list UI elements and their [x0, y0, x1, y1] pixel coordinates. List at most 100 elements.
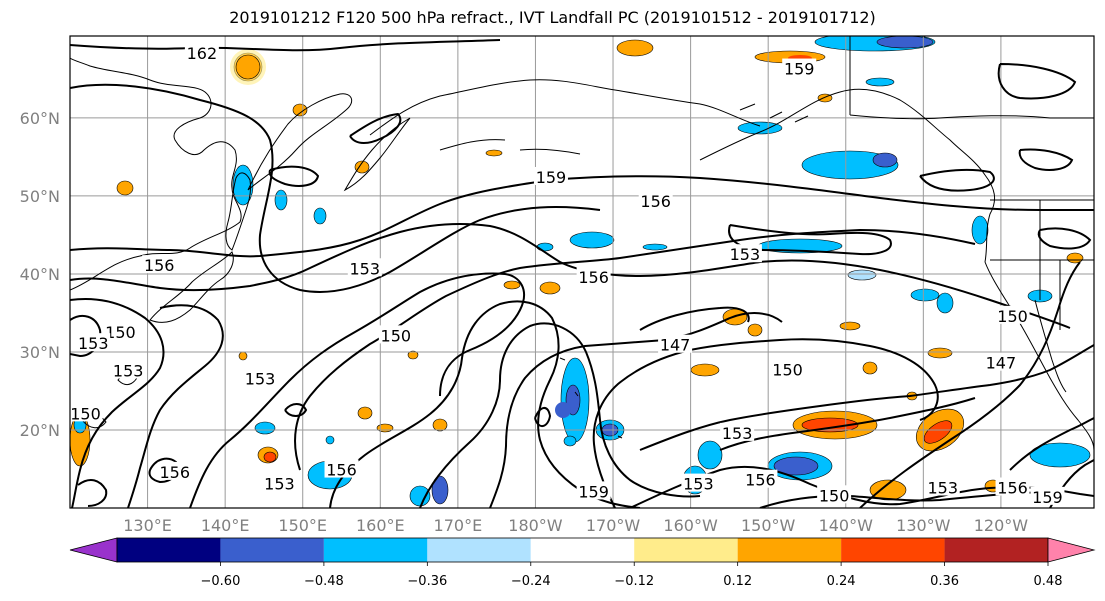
longitude-tick-label: 180°W [508, 516, 563, 535]
contour-label-background [983, 352, 1018, 371]
contour-label-background [1030, 486, 1065, 505]
colorbar: −0.60 −0.48 −0.36 −0.24 −0.12 0.12 0.24 0.36 0.4… [69, 537, 1096, 589]
contour-label-background [817, 485, 852, 504]
colorbar-segment [323, 538, 428, 562]
contour-label-background [157, 461, 192, 480]
contour-label: 159 [1032, 488, 1063, 507]
colorbar-tick-label: 0.12 [723, 574, 752, 589]
contour-label-background [681, 473, 716, 492]
contour-label: 150 [772, 361, 803, 380]
longitude-tick-label: 130°E [123, 516, 172, 535]
contour-label: 159 [536, 168, 567, 187]
colorbar-segment [117, 538, 221, 562]
contour-label: 153 [927, 478, 958, 497]
map-frame [69, 35, 1095, 509]
contour-label-background [782, 58, 817, 77]
colorbar-segment [634, 538, 738, 562]
latitude-labels: 60°N 50°N 40°N 30°N 20°N [20, 109, 60, 440]
longitude-tick-label: 120°W [974, 516, 1029, 535]
contour-label-background [658, 334, 693, 353]
contour-label: 153 [350, 259, 381, 278]
latitude-tick-label: 20°N [20, 421, 60, 440]
contour-label-background [324, 459, 359, 478]
contour-label: 150 [819, 486, 850, 505]
contour-label-background [111, 360, 146, 379]
longitude-tick-label: 170°W [586, 516, 641, 535]
contour-label-background [576, 481, 611, 500]
coastlines [70, 36, 1094, 451]
colorbar-tick-label: −0.12 [614, 574, 654, 589]
contour-label-background [243, 368, 278, 387]
latitude-tick-label: 60°N [20, 109, 60, 128]
contour-label-background [995, 477, 1030, 496]
longitude-tick-label: 150°W [741, 516, 796, 535]
longitude-tick-label: 160°W [663, 516, 718, 535]
contour-label-background [378, 325, 413, 344]
longitude-tick-label: 140°E [201, 516, 250, 535]
latitude-tick-label: 30°N [20, 343, 60, 362]
contour-label: 156 [326, 461, 357, 480]
contour-label: 156 [159, 463, 190, 482]
colorbar-extend-low [69, 537, 118, 563]
longitude-tick-label: 140°W [819, 516, 874, 535]
contour-label: 153 [264, 475, 295, 494]
contour-label-background [638, 191, 673, 210]
colorbar-tick-label: −0.24 [511, 574, 551, 589]
contour-label-background [142, 255, 177, 274]
latitude-tick-label: 50°N [20, 187, 60, 206]
contour-label-background [262, 473, 297, 492]
contour-label-background [995, 305, 1030, 324]
contour-label: 153 [78, 334, 109, 353]
contour-label: 162 [187, 44, 218, 63]
longitude-tick-label: 170°E [434, 516, 483, 535]
colorbar-tick-label: −0.48 [304, 574, 344, 589]
contour-label: 147 [660, 336, 691, 355]
longitude-tick-label: 160°E [356, 516, 405, 535]
contour-label-background [76, 333, 111, 352]
colorbar-extend-high [1047, 537, 1096, 563]
contour-label: 156 [640, 192, 671, 211]
contour-label: 150 [70, 404, 101, 423]
contour-label: 153 [683, 475, 714, 494]
colorbar-segment [737, 538, 842, 562]
contour-label: 159 [784, 60, 815, 79]
contour-label-background [184, 42, 219, 61]
colorbar-segment [427, 538, 531, 562]
map-title: 2019101212 F120 500 hPa refract., IVT La… [229, 8, 876, 27]
colorbar-tick-label: 0.48 [1034, 574, 1063, 589]
contour-label: 147 [986, 354, 1017, 373]
contour-label-background [925, 477, 960, 496]
contour-label: 153 [730, 245, 761, 264]
contour-label: 150 [105, 323, 136, 342]
contour-label-background [70, 403, 103, 422]
contour-label: 150 [381, 326, 412, 345]
contour-label-background [743, 469, 778, 488]
contour-label: 150 [997, 307, 1028, 326]
contour-label: 159 [578, 482, 609, 501]
colorbar-tick-label: −0.60 [201, 574, 241, 589]
longitude-tick-label: 150°E [278, 516, 327, 535]
contour-label-background [727, 244, 762, 263]
colorbar-tick-label: −0.36 [407, 574, 447, 589]
contour-label: 156 [578, 268, 609, 287]
contour-label: 156 [745, 471, 776, 490]
contour-label-background [103, 322, 138, 341]
latitude-tick-label: 40°N [20, 265, 60, 284]
colorbar-tick-label: 0.36 [930, 574, 959, 589]
colorbar-segment [944, 538, 1048, 562]
colorbar-segment [841, 538, 945, 562]
contour-label-background [770, 359, 805, 378]
contour-label: 153 [722, 424, 753, 443]
colorbar-tick-label: 0.24 [827, 574, 856, 589]
longitude-tick-label: 130°W [896, 516, 951, 535]
contour-label: 156 [144, 256, 175, 275]
contour-label-background [576, 266, 611, 285]
contour-label-background [720, 422, 755, 441]
contour-label-background [533, 166, 568, 185]
contour-label: 153 [245, 369, 276, 388]
contour-label-background [347, 258, 382, 277]
colorbar-segment [530, 538, 635, 562]
